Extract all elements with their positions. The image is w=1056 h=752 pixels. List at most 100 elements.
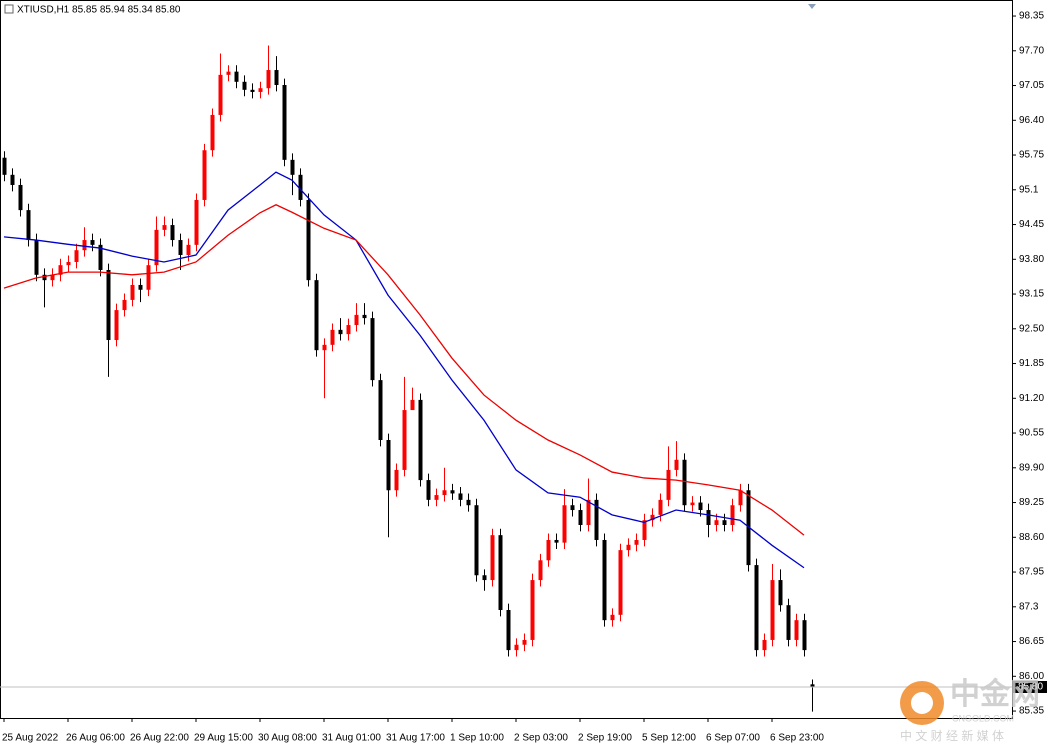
candle-body (602, 539, 607, 621)
x-tick-label: 29 Aug 15:00 (194, 733, 253, 744)
y-tick-label: 93.15 (1019, 289, 1044, 300)
candle-body (434, 495, 439, 500)
y-tick-label: 93.80 (1019, 254, 1044, 265)
candle-body (226, 71, 231, 75)
x-tick-label: 31 Aug 01:00 (322, 733, 381, 744)
y-tick-label: 87.3 (1019, 601, 1039, 612)
candle-body (658, 499, 663, 515)
price-label-box (1013, 680, 1047, 693)
site: CNGOLD.COM (952, 713, 1014, 723)
candle-body (386, 439, 391, 491)
candle-body (122, 299, 127, 311)
candle-body (738, 490, 743, 506)
y-tick-label: 86.00 (1019, 671, 1044, 682)
candle-body (770, 580, 775, 640)
y-tick-label: 94.45 (1019, 219, 1044, 230)
candle-body (66, 261, 71, 266)
candle-body (674, 459, 679, 470)
candle-body (610, 614, 615, 621)
candle-body (2, 157, 7, 175)
candle-body (210, 114, 215, 151)
candle-body (650, 514, 655, 521)
y-tick-label: 95.75 (1019, 150, 1044, 161)
candle-body (378, 380, 383, 440)
y-tick-label: 88.60 (1019, 532, 1044, 543)
candle-body (50, 274, 55, 281)
x-tick-label: 2 Sep 19:00 (578, 733, 632, 744)
candle-body (138, 284, 143, 290)
candle-body (34, 240, 39, 275)
candle-body (162, 225, 167, 230)
candle-body (618, 550, 623, 615)
candle-body (330, 329, 335, 345)
candle-body (338, 329, 343, 335)
y-tick-label: 97.70 (1019, 45, 1044, 56)
x-tick-label: 6 Sep 23:00 (770, 733, 824, 744)
candle-body (114, 310, 119, 341)
candle-body (730, 505, 735, 526)
candle-body (690, 502, 695, 506)
candle-body (314, 280, 319, 351)
candle-body (562, 505, 567, 543)
x-tick-label: 5 Sep 12:00 (642, 733, 696, 744)
candle-body (178, 240, 183, 256)
chart-title: XTIUSD,H1 85.85 85.94 85.34 85.80 (17, 5, 181, 16)
candle-body (474, 505, 479, 576)
candle-body (546, 539, 551, 561)
x-tick-label: 31 Aug 17:00 (386, 733, 445, 744)
candle-body (282, 85, 287, 160)
candle-body (786, 605, 791, 640)
x-tick-label: 2 Sep 03:00 (514, 733, 568, 744)
y-tick-label: 97.05 (1019, 80, 1044, 91)
candle-body (466, 499, 471, 506)
candle-body (442, 490, 447, 496)
candle-body (202, 150, 207, 200)
logo-inner (911, 692, 933, 714)
y-tick-label: 95.1 (1019, 184, 1039, 195)
candle-body (754, 565, 759, 651)
candle-body (794, 620, 799, 640)
x-tick-label: 25 Aug 2022 (2, 733, 59, 744)
watermark: 中金网 CNGOLD.COM 中 文 财 经 新 媒 体 (900, 677, 1040, 743)
candle-body (578, 510, 583, 526)
x-tick-label: 26 Aug 22:00 (130, 733, 189, 744)
brand: 中金网 (950, 677, 1040, 711)
candle-body (778, 580, 783, 606)
y-tick-label: 87.95 (1019, 567, 1044, 578)
candle-body (154, 229, 159, 266)
y-tick-label: 91.85 (1019, 358, 1044, 369)
candle-body (402, 410, 407, 470)
candle-body (346, 325, 351, 335)
y-tick-label: 92.50 (1019, 323, 1044, 334)
candle-body (426, 480, 431, 500)
candle-body (506, 610, 511, 651)
candle-body (74, 250, 79, 262)
candle-body (682, 459, 687, 506)
candle-body (98, 244, 103, 270)
x-tick-label: 6 Sep 07:00 (706, 733, 760, 744)
candle-body (458, 493, 463, 500)
y-tick-label: 96.40 (1019, 115, 1044, 126)
candle-body (586, 499, 591, 526)
candle-body (82, 240, 87, 251)
candle-body (306, 199, 311, 281)
candle-body (354, 314, 359, 326)
y-tick-label: 90.55 (1019, 428, 1044, 439)
candle-body (522, 639, 527, 645)
candle-body (130, 284, 135, 300)
x-tick-label: 1 Sep 10:00 (450, 733, 504, 744)
symbol-icon (4, 4, 14, 14)
candle-body (714, 520, 719, 526)
moving-average (3, 204, 805, 536)
candle-body (242, 81, 247, 90)
candle-body (554, 539, 559, 543)
candle-body (258, 88, 263, 92)
candle-body (90, 240, 95, 245)
candle-body (410, 399, 415, 411)
candle-body (450, 490, 455, 494)
candle-body (394, 469, 399, 491)
candle-body (482, 575, 487, 581)
